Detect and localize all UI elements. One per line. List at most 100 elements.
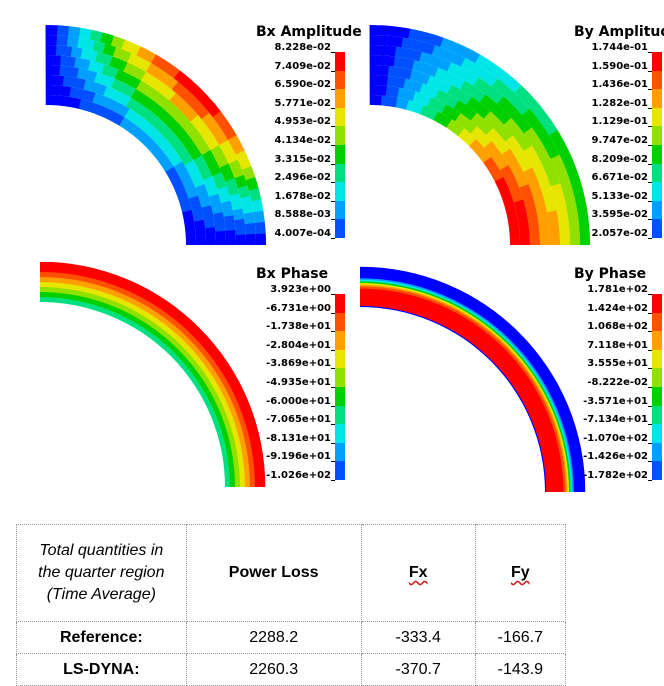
field-contour-band [167,134,179,145]
field-contour-band [146,125,157,137]
field-contour-band [185,240,196,245]
field-contour-band [523,127,535,138]
field-contour-band [360,288,564,492]
legend-tick [331,480,335,481]
field-contour-band [239,160,252,170]
field-contour-band [199,196,211,204]
legend-color-segment [335,52,345,72]
field-contour-band [50,65,56,76]
field-contour-band [382,75,388,86]
cell-fy: -143.9 [474,653,567,686]
field-contour-band [194,223,206,230]
field-contour-band [139,107,150,119]
field-contour-band [484,60,495,72]
field-contour-band [464,48,475,61]
field-contour-band [205,226,216,233]
field-contour-band [493,154,505,164]
field-contour-band [158,71,170,84]
field-contour-band [442,60,452,72]
legend-tick [648,387,652,388]
field-contour-band [101,64,110,76]
field-contour-band [384,45,391,57]
field-contour-band [534,144,546,155]
legend-label: -2.804e+01 [266,339,331,351]
field-contour-band [485,159,496,169]
field-contour-band [411,80,419,92]
field-contour-band [473,115,484,127]
field-contour-band [70,46,78,58]
field-contour-band [147,88,158,100]
field-contour-band [224,149,236,159]
field-contour-band [145,99,156,111]
field-contour-band [188,167,200,177]
field-contour-band [131,55,142,67]
field-contour-band [243,211,255,219]
field-contour-band [460,57,471,70]
field-contour-band [149,128,160,139]
legend-tick [331,219,335,221]
field-contour-band [185,232,196,238]
legend-color-segment [652,294,662,314]
field-contour-band [482,124,494,135]
field-contour-band [518,137,530,147]
field-contour-band [478,150,490,160]
field-contour-band [378,75,384,86]
field-contour-band [171,157,183,167]
legend-tick [331,107,335,109]
field-contour-band [198,93,210,105]
legend-label: 8.228e-02 [274,42,331,53]
field-contour-band [420,62,429,74]
field-contour-band [545,144,558,155]
field-contour-band [207,121,220,132]
field-contour-band [161,86,172,98]
field-contour-band [210,144,222,155]
field-contour-band [462,93,472,105]
field-contour-band [212,110,224,122]
field-contour-band [380,25,388,36]
field-contour-band [40,291,236,487]
field-contour-band [169,120,180,132]
field-contour-band [196,122,208,134]
field-contour-band [577,210,589,218]
field-contour-band [520,187,532,196]
field-contour-band [177,131,189,142]
field-contour-band [50,35,57,46]
column-header-fy: Fy [474,524,567,622]
field-contour-band [458,91,469,103]
field-contour-band [469,99,480,111]
field-contour-band [454,88,465,101]
field-contour-band [136,130,147,141]
legend-tick [648,145,652,146]
field-contour-band [205,235,216,241]
field-contour-band [176,113,188,125]
field-contour-band [455,77,465,90]
legend-label: -6.000e+01 [266,395,331,407]
field-contour-band [519,240,530,245]
field-contour-band [155,94,166,106]
field-contour-band [463,82,474,95]
field-contour-band [539,235,550,241]
field-contour-band [485,127,497,138]
field-contour-band [453,99,463,111]
field-contour-band [144,138,155,149]
field-contour-band [492,173,504,182]
legend-tick [331,182,335,184]
field-contour-band [226,182,238,192]
field-contour-band [397,57,405,69]
field-contour-band [140,48,151,61]
field-contour-band [515,207,527,214]
field-contour-band [156,153,168,163]
field-contour-band [491,169,502,179]
field-contour-band [58,65,65,76]
field-contour-band [99,106,108,118]
field-contour-band [219,163,231,173]
field-contour-band [167,150,178,161]
field-contour-band [192,175,204,184]
field-contour-band [136,69,146,81]
field-contour-band [61,35,68,47]
field-contour-band [549,239,560,245]
field-contour-band [405,100,413,111]
field-contour-band [430,109,439,121]
field-contour-band [133,115,144,126]
field-contour-band [369,55,375,66]
